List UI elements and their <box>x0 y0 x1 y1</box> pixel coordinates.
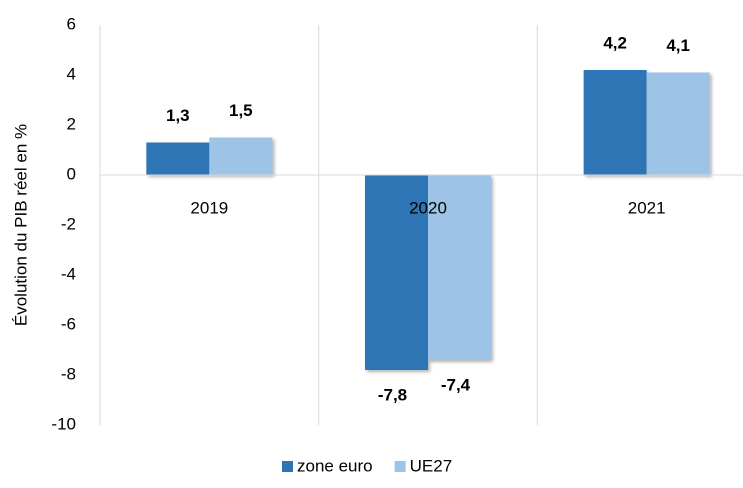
y-tick-label: 0 <box>67 164 76 183</box>
y-tick-label: -10 <box>51 414 76 433</box>
bar <box>146 142 210 175</box>
y-tick-label: 6 <box>67 14 76 33</box>
legend-label: zone euro <box>297 456 373 475</box>
x-tick-label: 2019 <box>190 198 228 217</box>
y-tick-label: -4 <box>61 264 76 283</box>
value-label: -7,8 <box>378 385 407 404</box>
legend-swatch <box>282 461 293 472</box>
y-tick-label: -8 <box>61 364 76 383</box>
bar <box>583 70 647 175</box>
y-tick-label: -2 <box>61 214 76 233</box>
legend-swatch <box>394 461 406 472</box>
y-tick-label: 4 <box>67 64 76 83</box>
y-axis-label: Évolution du PIB réel en % <box>11 124 30 326</box>
x-tick-label: 2020 <box>409 198 447 217</box>
bar <box>428 175 491 360</box>
value-label: 1,3 <box>166 106 190 125</box>
bar <box>209 137 273 175</box>
value-label: 4,2 <box>603 33 627 52</box>
value-label: -7,4 <box>441 375 471 394</box>
value-label: 4,1 <box>666 36 690 55</box>
value-label: 1,5 <box>229 101 253 120</box>
bar <box>646 72 710 175</box>
x-tick-label: 2021 <box>628 198 666 217</box>
y-tick-label: -6 <box>61 314 76 333</box>
y-tick-label: 2 <box>67 114 76 133</box>
bar <box>365 175 428 370</box>
legend-label: UE27 <box>410 456 453 475</box>
